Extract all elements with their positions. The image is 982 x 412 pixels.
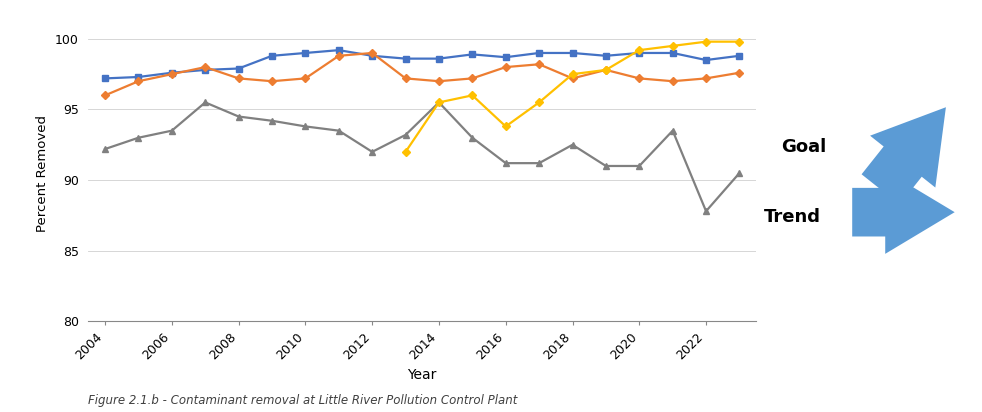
Total Phosphorus removed [433,100,445,105]
Biological Oxygen Demand remove [533,51,545,56]
Biological Oxygen Demand remove [133,75,144,80]
Suspended Solids removed [500,65,512,70]
Total Phosphorus removed [500,161,512,166]
Total Ammonia removed [567,72,578,77]
Biological Oxygen Demand remove [266,53,278,58]
Total Phosphorus removed [466,135,478,140]
Total Ammonia removed [700,39,712,44]
Total Phosphorus removed [734,171,745,176]
Total Phosphorus removed [567,142,578,147]
Suspended Solids removed [667,79,679,84]
Total Phosphorus removed [333,128,345,133]
Total Ammonia removed [500,124,512,129]
Suspended Solids removed [300,76,311,81]
Biological Oxygen Demand remove [700,58,712,63]
Suspended Solids removed [700,76,712,81]
Biological Oxygen Demand remove [233,66,245,71]
Text: Trend: Trend [764,208,821,227]
Total Ammonia removed [400,150,411,154]
Suspended Solids removed [466,76,478,81]
Biological Oxygen Demand remove [333,48,345,53]
Biological Oxygen Demand remove [433,56,445,61]
Suspended Solids removed [366,51,378,56]
Text: Goal: Goal [781,138,826,157]
Suspended Solids removed [266,79,278,84]
Biological Oxygen Demand remove [600,53,612,58]
Total Phosphorus removed [600,164,612,169]
Total Phosphorus removed [633,164,645,169]
Biological Oxygen Demand remove [500,55,512,60]
Suspended Solids removed [133,79,144,84]
Total Phosphorus removed [199,100,211,105]
Suspended Solids removed [600,68,612,73]
Y-axis label: Percent Removed: Percent Removed [36,115,49,232]
Biological Oxygen Demand remove [99,76,111,81]
Suspended Solids removed [533,62,545,67]
Suspended Solids removed [233,76,245,81]
Total Ammonia removed [533,100,545,105]
Biological Oxygen Demand remove [633,51,645,56]
Total Phosphorus removed [400,132,411,137]
Biological Oxygen Demand remove [734,53,745,58]
Text: Figure 2.1.b - Contaminant removal at Little River Pollution Control Plant: Figure 2.1.b - Contaminant removal at Li… [88,394,518,407]
Total Phosphorus removed [533,161,545,166]
Suspended Solids removed [734,70,745,75]
Biological Oxygen Demand remove [567,51,578,56]
Total Phosphorus removed [166,128,178,133]
Biological Oxygen Demand remove [667,51,679,56]
Suspended Solids removed [433,79,445,84]
Total Ammonia removed [633,48,645,53]
Total Ammonia removed [667,43,679,48]
X-axis label: Year: Year [408,368,437,382]
Biological Oxygen Demand remove [300,51,311,56]
Biological Oxygen Demand remove [199,68,211,73]
Total Phosphorus removed [700,209,712,214]
Biological Oxygen Demand remove [166,70,178,75]
Biological Oxygen Demand remove [366,53,378,58]
Total Phosphorus removed [667,128,679,133]
Total Phosphorus removed [266,118,278,123]
Suspended Solids removed [199,65,211,70]
Total Phosphorus removed [133,135,144,140]
Total Ammonia removed [600,68,612,73]
Biological Oxygen Demand remove [466,52,478,57]
Total Ammonia removed [734,39,745,44]
Total Phosphorus removed [300,124,311,129]
Suspended Solids removed [166,72,178,77]
Total Phosphorus removed [366,150,378,154]
Suspended Solids removed [99,93,111,98]
Line: Biological Oxygen Demand remove: Biological Oxygen Demand remove [102,47,742,82]
Suspended Solids removed [333,53,345,58]
Total Ammonia removed [466,93,478,98]
Total Ammonia removed [433,100,445,105]
Suspended Solids removed [567,76,578,81]
Suspended Solids removed [633,76,645,81]
Total Phosphorus removed [233,114,245,119]
Line: Suspended Solids removed: Suspended Solids removed [102,50,742,98]
Suspended Solids removed [400,76,411,81]
Line: Total Ammonia removed: Total Ammonia removed [403,39,742,155]
Total Phosphorus removed [99,147,111,152]
Line: Total Phosphorus removed: Total Phosphorus removed [101,99,743,215]
Biological Oxygen Demand remove [400,56,411,61]
